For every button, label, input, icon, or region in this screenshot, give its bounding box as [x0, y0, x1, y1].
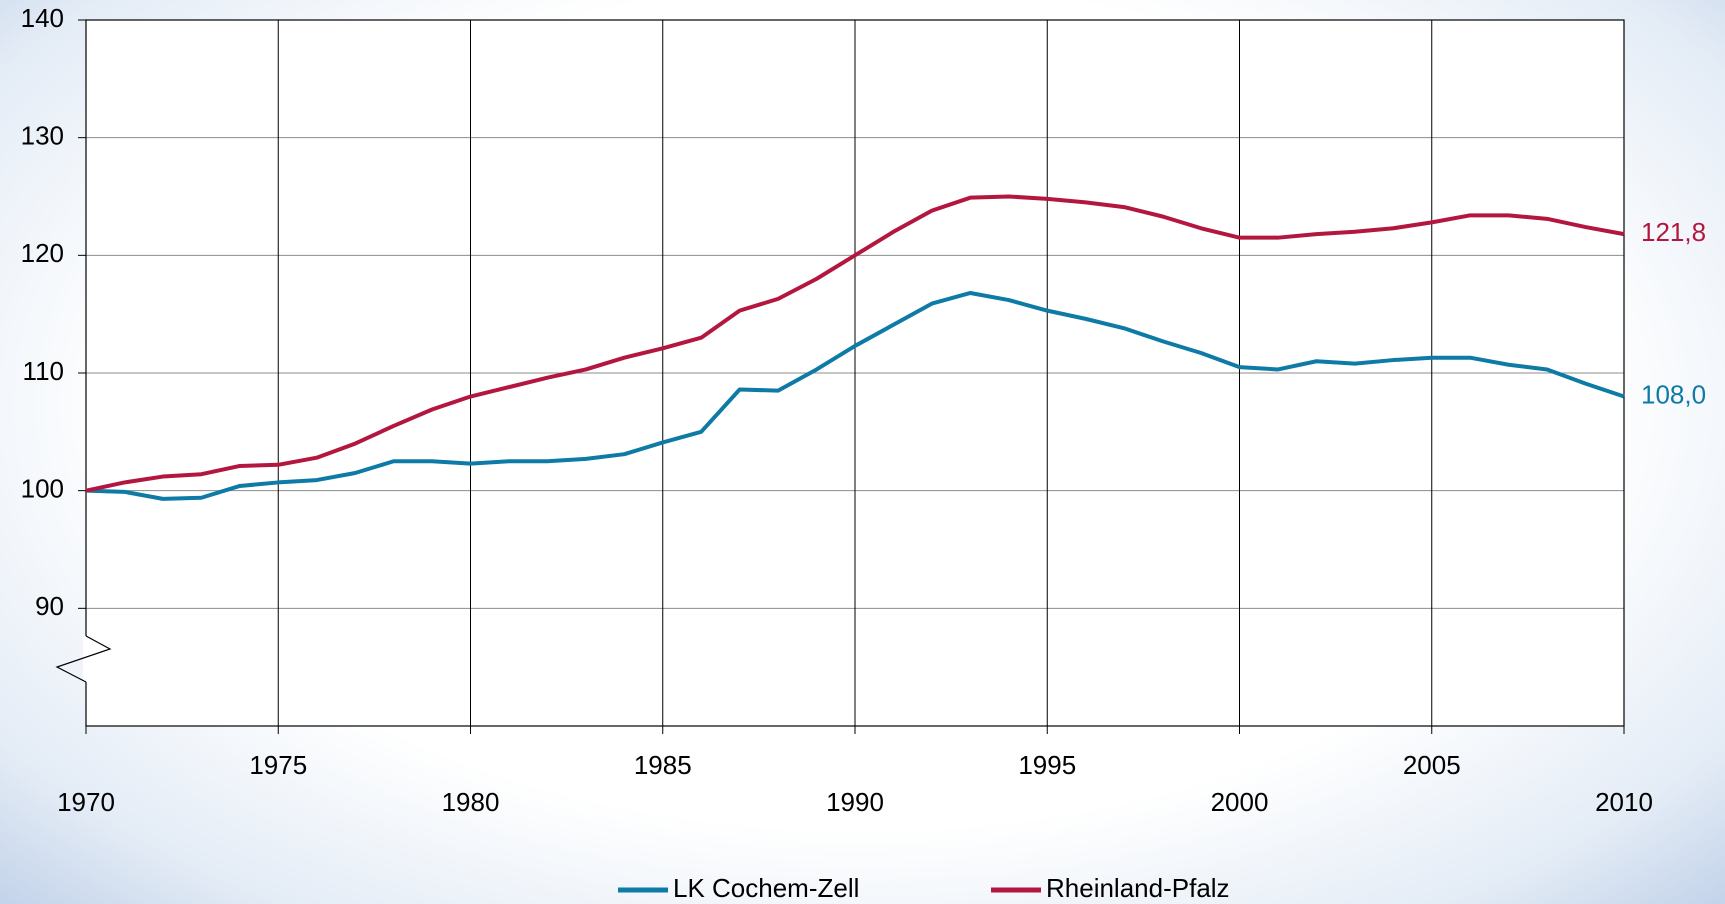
y-tick-label: 110: [23, 356, 64, 386]
legend-label: Rheinland-Pfalz: [1046, 873, 1230, 903]
y-tick-label: 90: [35, 591, 64, 621]
value-label: 121,8: [1641, 217, 1706, 247]
x-tick-label: 2000: [1211, 787, 1269, 817]
axis-break: [55, 635, 112, 683]
x-tick-label: 1990: [826, 787, 884, 817]
plot-frame: [85, 19, 1625, 727]
legend-label: LK Cochem-Zell: [673, 873, 859, 903]
y-tick-label: 140: [21, 3, 64, 33]
x-tick-label: 1975: [249, 750, 307, 780]
series-line: [85, 194, 1625, 493]
axis-break-gap: [83, 636, 89, 682]
y-tick-label: 100: [21, 474, 64, 504]
x-tick-label: 1985: [634, 750, 692, 780]
y-tick-label: 120: [21, 238, 64, 268]
value-label: 108,0: [1641, 379, 1706, 409]
x-tick-label: 1995: [1018, 750, 1076, 780]
x-tick-label: 2005: [1403, 750, 1461, 780]
y-tick-label: 130: [21, 121, 64, 151]
x-tick-label: 1980: [442, 787, 500, 817]
series-line: [85, 290, 1625, 501]
x-tick-label: 2010: [1595, 787, 1653, 817]
x-tick-label: 1970: [57, 787, 115, 817]
